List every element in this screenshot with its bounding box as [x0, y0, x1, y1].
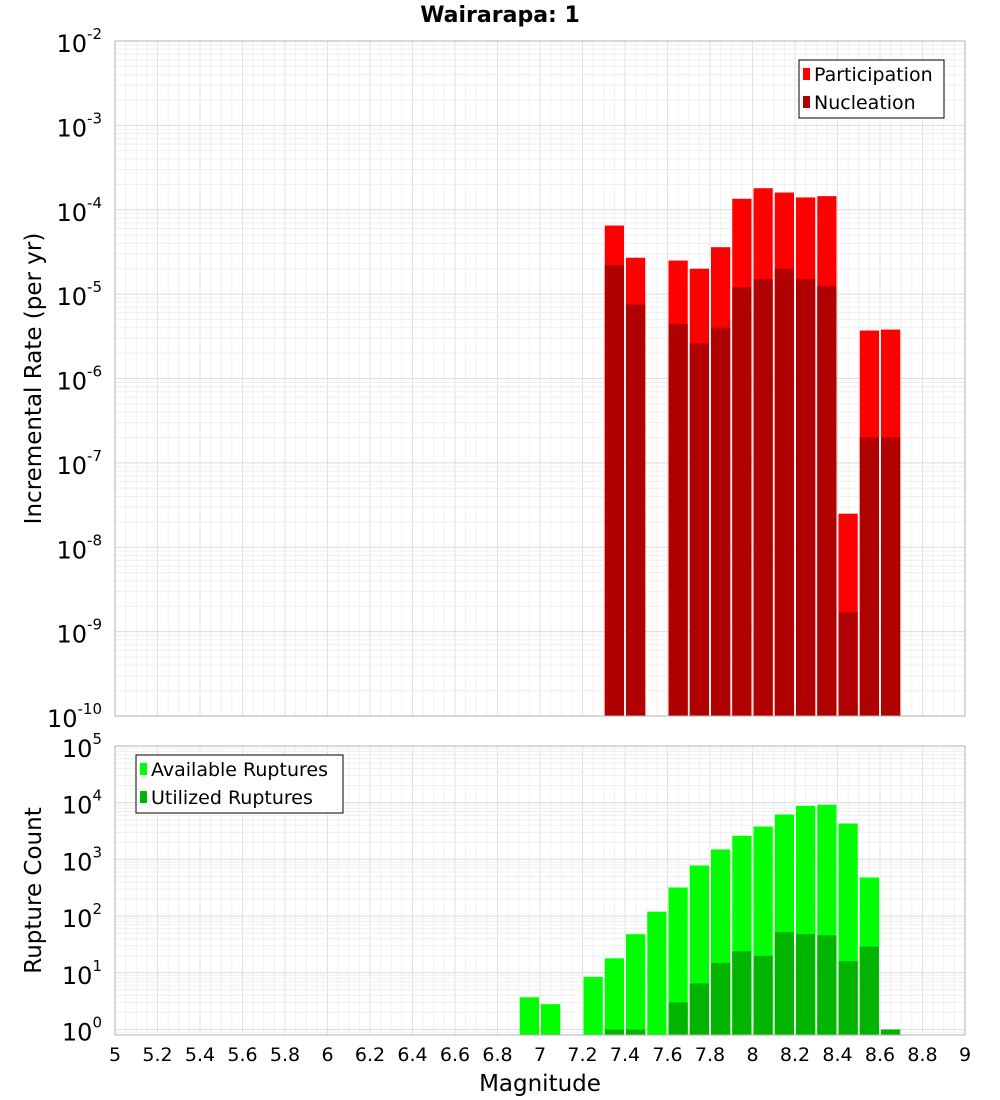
y-tick-label: 10-10	[47, 700, 102, 733]
y-tick-label: 104	[62, 787, 102, 820]
bar	[753, 279, 773, 716]
x-tick-label: 9	[959, 1044, 971, 1066]
y-tick-label: 100	[62, 1014, 102, 1047]
x-tick-label: 6.8	[482, 1044, 512, 1066]
bar	[881, 1029, 901, 1035]
bar	[626, 1029, 646, 1035]
bar	[881, 437, 901, 716]
legend-label: Nucleation	[814, 92, 916, 114]
chart-title: Wairarapa: 1	[420, 3, 580, 28]
y-tick-label: 10-4	[56, 194, 102, 227]
x-tick-label: 7.6	[652, 1044, 682, 1066]
bar	[541, 1004, 561, 1035]
bar	[711, 327, 731, 716]
legend-box	[135, 754, 344, 814]
rate-panel: 10-10 10-9 10-8 10-7 10-6 10-5 10-4 10-3 10-2 Inc…	[21, 25, 966, 733]
x-tick-label: 5.8	[270, 1044, 300, 1066]
bar	[753, 955, 773, 1035]
bar	[604, 265, 624, 716]
bar	[626, 934, 646, 1035]
bar	[732, 287, 752, 716]
bar	[774, 932, 794, 1035]
bar	[668, 324, 688, 716]
x-tick-label: 8.4	[822, 1044, 852, 1066]
bar	[668, 887, 688, 1035]
count-panel: 100 101 102 103 104 105 Rupture Count Available…	[21, 730, 966, 1047]
x-tick-label: 7.2	[567, 1044, 597, 1066]
bar	[817, 935, 837, 1035]
y-tick-label: 10-8	[56, 531, 102, 564]
bar	[668, 1002, 688, 1035]
x-tick-label: 6.4	[397, 1044, 427, 1066]
bar	[689, 343, 709, 716]
y-axis-title: Rupture Count	[21, 807, 47, 973]
x-tick-label: 8.6	[865, 1044, 895, 1066]
y-tick-label: 103	[62, 843, 102, 876]
x-tick-label: 5.4	[185, 1044, 215, 1066]
bar	[859, 946, 879, 1035]
legend: Participation Nucleation	[798, 59, 945, 119]
legend: Available Ruptures Utilized Ruptures	[135, 754, 344, 814]
x-tick-label: 6.2	[355, 1044, 385, 1066]
bar	[711, 962, 731, 1035]
x-tick-label: 6.6	[440, 1044, 470, 1066]
bar	[796, 934, 816, 1035]
y-tick-label: 10-6	[56, 363, 102, 396]
plot-frame	[114, 745, 966, 1036]
bar	[796, 279, 816, 716]
x-tick-label: 5.6	[227, 1044, 257, 1066]
bar	[859, 437, 879, 716]
y-tick-label: 10-2	[56, 25, 102, 58]
x-tick-label: 5	[109, 1044, 121, 1066]
y-tick-label: 10-7	[56, 447, 102, 480]
bar	[838, 961, 858, 1035]
bar	[604, 958, 624, 1035]
x-tick-label: 6	[321, 1044, 333, 1066]
bar	[689, 983, 709, 1035]
bar	[604, 1029, 624, 1035]
legend-swatch	[803, 68, 810, 80]
y-tick-label: 105	[62, 730, 102, 763]
legend-label: Utilized Ruptures	[151, 787, 313, 809]
legend-swatch	[803, 96, 810, 108]
y-tick-label: 101	[62, 957, 102, 990]
x-tick-label: 8	[746, 1044, 758, 1066]
y-tick-label: 102	[62, 900, 102, 933]
bar	[817, 285, 837, 716]
y-tick-label: 10-9	[56, 616, 102, 649]
x-tick-label: 7	[534, 1044, 546, 1066]
bar	[774, 268, 794, 716]
x-tick-label: 7.8	[695, 1044, 725, 1066]
x-axis-title: Magnitude	[479, 1071, 601, 1097]
y-tick-label: 10-3	[56, 109, 102, 142]
y-tick-label: 10-5	[56, 278, 102, 311]
y-axis-title: Incremental Rate (per yr)	[21, 233, 47, 525]
series-utilized-ruptures	[604, 932, 901, 1035]
series-nucleation	[604, 265, 901, 716]
bar	[732, 951, 752, 1035]
bar	[583, 976, 603, 1035]
legend-label: Available Ruptures	[151, 759, 328, 781]
bar	[647, 911, 667, 1035]
x-tick-label: 8.8	[907, 1044, 937, 1066]
legend-swatch	[140, 763, 147, 775]
legend-label: Participation	[814, 64, 933, 86]
x-tick-label: 7.4	[610, 1044, 640, 1066]
x-tick-label: 5.2	[142, 1044, 172, 1066]
legend-swatch	[140, 791, 147, 803]
legend-box	[798, 59, 945, 119]
x-tick-label: 8.2	[780, 1044, 810, 1066]
plot-frame	[114, 40, 966, 717]
grid	[114, 40, 966, 717]
bar	[838, 612, 858, 716]
x-axis: 5 5.2 5.4 5.6 5.8 6 6.2 6.4 6.6 6.8 7 7.2 7.4 7.6 7.8 8…	[109, 1044, 971, 1066]
bar	[626, 304, 646, 716]
bar	[519, 997, 539, 1035]
